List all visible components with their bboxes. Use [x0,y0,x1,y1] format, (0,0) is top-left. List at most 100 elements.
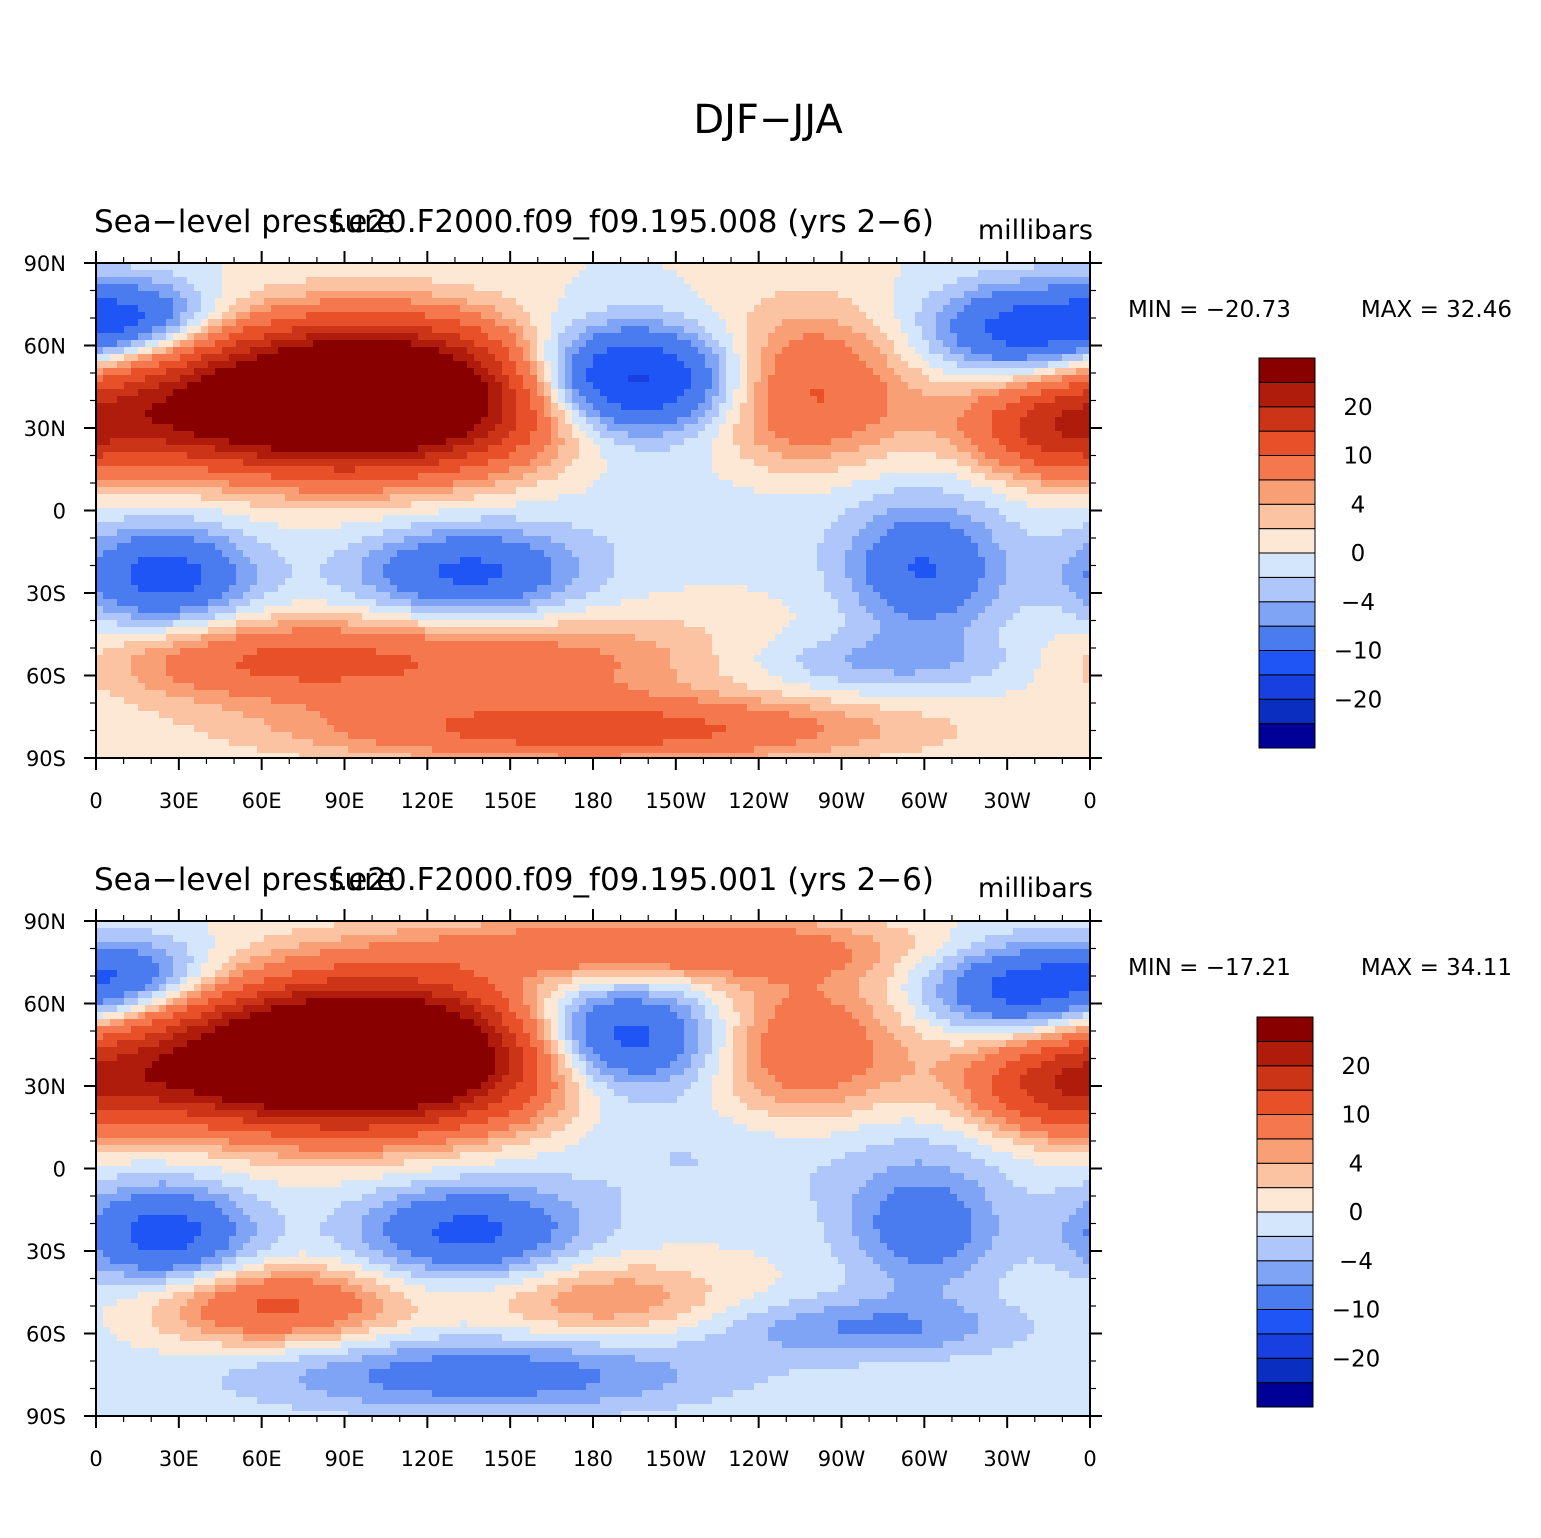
field-cell [845,382,853,390]
field-cell [684,263,692,271]
field-cell [117,347,125,355]
field-cell [698,284,706,292]
field-cell [306,375,314,383]
field-cell [110,305,118,313]
field-cell [887,403,895,411]
field-cell [1034,466,1042,474]
field-cell [243,424,251,432]
field-cell [131,319,139,327]
field-cell [544,375,552,383]
field-cell [768,263,776,271]
field-cell [586,473,594,481]
field-cell [166,298,174,306]
field-cell [236,298,244,306]
field-cell [362,452,370,460]
field-cell [992,298,1000,306]
field-cell [838,347,846,355]
field-cell [775,389,783,397]
field-cell [1062,487,1070,495]
field-cell [418,270,426,278]
field-cell [103,431,111,439]
field-cell [733,501,741,509]
field-cell [691,270,699,278]
field-cell [950,389,958,397]
field-cell [453,473,461,481]
field-cell [180,312,188,320]
field-cell [334,291,342,299]
field-cell [565,403,573,411]
field-cell [1006,452,1014,460]
field-cell [880,410,888,418]
field-cell [607,466,615,474]
field-cell [859,459,867,467]
field-cell [572,340,580,348]
field-cell [467,305,475,313]
field-cell [292,340,300,348]
field-cell [397,347,405,355]
field-cell [530,361,538,369]
field-cell [544,347,552,355]
field-cell [950,403,958,411]
field-cell [810,473,818,481]
field-cell [852,319,860,327]
field-cell [719,291,727,299]
field-cell [901,480,909,488]
field-cell [985,277,993,285]
field-cell [999,466,1007,474]
field-cell [964,480,972,488]
field-cell [873,277,881,285]
field-cell [1020,417,1028,425]
field-cell [369,333,377,341]
field-cell [131,410,139,418]
field-cell [887,473,895,481]
field-cell [502,403,510,411]
field-cell [761,319,769,327]
field-cell [460,291,468,299]
field-cell [215,480,223,488]
field-cell [607,410,615,418]
field-cell [306,501,314,509]
field-cell [1006,312,1014,320]
field-cell [348,298,356,306]
field-cell [859,410,867,418]
field-cell [250,347,258,355]
field-cell [1006,298,1014,306]
field-cell [1027,354,1035,362]
field-cell [768,326,776,334]
field-cell [677,438,685,446]
field-cell [495,305,503,313]
field-cell [152,291,160,299]
field-cell [558,389,566,397]
field-cell [110,431,118,439]
field-cell [271,473,279,481]
field-cell [313,277,321,285]
field-cell [1020,263,1028,271]
field-cell [523,417,531,425]
field-cell [516,403,524,411]
field-cell [621,396,629,404]
field-cell [894,438,902,446]
field-cell [747,347,755,355]
field-cell [677,298,685,306]
field-cell [985,319,993,327]
field-cell [173,466,181,474]
field-cell [908,361,916,369]
field-cell [761,347,769,355]
field-cell [509,396,517,404]
field-cell [285,410,293,418]
field-cell [313,284,321,292]
field-cell [152,424,160,432]
field-cell [306,298,314,306]
field-cell [768,403,776,411]
field-cell [712,361,720,369]
field-cell [425,375,433,383]
field-cell [208,326,216,334]
field-cell [306,410,314,418]
field-cell [705,312,713,320]
field-cell [656,312,664,320]
field-cell [936,410,944,418]
field-cell [495,361,503,369]
field-cell [1062,354,1070,362]
field-cell [852,466,860,474]
field-cell [320,305,328,313]
